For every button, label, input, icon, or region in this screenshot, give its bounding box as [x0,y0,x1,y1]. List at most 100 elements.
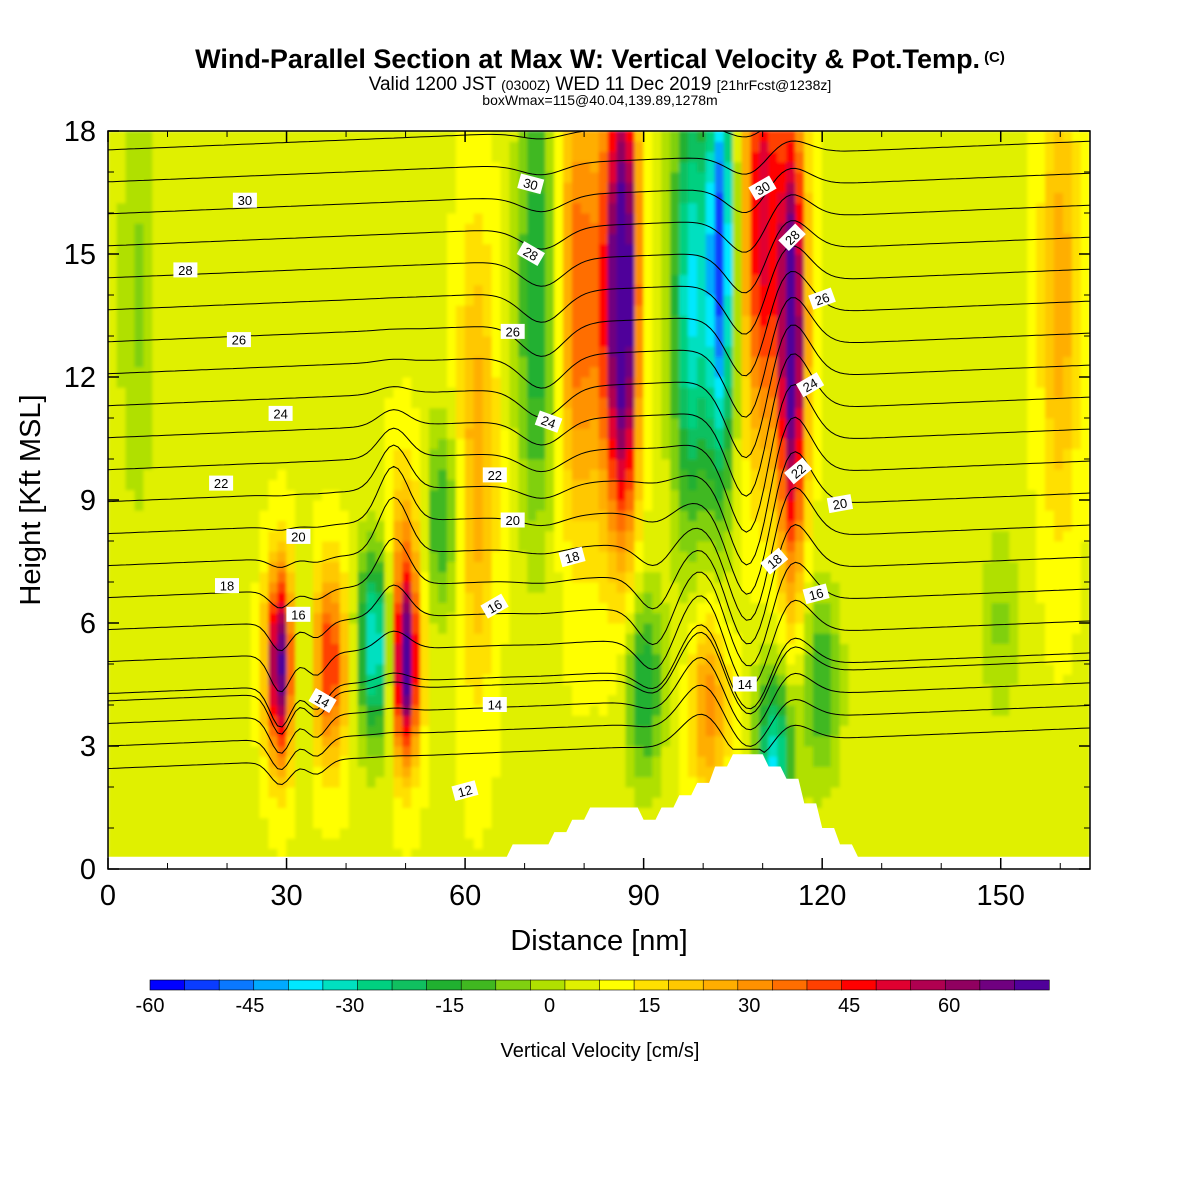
velocity-cell [402,181,413,193]
velocity-cell [670,151,680,163]
velocity-cell [223,714,234,726]
velocity-cell [509,315,520,327]
velocity-cell [625,335,636,347]
velocity-cell [196,376,207,388]
velocity-cell [670,776,680,788]
velocity-cell [143,468,154,480]
velocity-cell [170,335,180,347]
velocity-cell [554,786,564,798]
velocity-cell [545,171,555,183]
velocity-cell [277,745,288,757]
velocity-cell [616,253,627,265]
velocity-cell [179,509,189,521]
velocity-cell [223,509,234,521]
velocity-cell [616,325,627,337]
velocity-cell [589,448,600,460]
velocity-cell [411,755,421,767]
velocity-cell [580,663,591,675]
velocity-cell [250,530,261,542]
velocity-cell [402,294,413,306]
velocity-cell [241,745,252,757]
velocity-cell [116,479,127,491]
velocity-cell [438,591,448,603]
velocity-cell [143,796,154,808]
velocity-cell [286,766,296,778]
velocity-cell [152,714,163,726]
velocity-cell [518,673,529,685]
velocity-cell [214,356,225,368]
velocity-cell [108,315,118,327]
velocity-cell [188,161,198,173]
velocity-cell [634,653,645,665]
velocity-cell [161,663,171,675]
velocity-cell [268,140,279,152]
velocity-cell [687,202,698,214]
velocity-cell [545,243,555,255]
velocity-cell [527,643,538,655]
velocity-cell [108,735,118,747]
velocity-cell [205,202,216,214]
velocity-cell [670,571,680,583]
velocity-cell [455,745,466,757]
velocity-cell [108,397,118,409]
velocity-cell [241,735,252,747]
velocity-cell [598,366,609,378]
velocity-cell [116,315,127,327]
velocity-cell [446,499,457,511]
velocity-cell [527,776,538,788]
velocity-cell [536,643,546,655]
velocity-cell [375,243,386,255]
velocity-cell [366,151,377,163]
velocity-cell [696,571,707,583]
velocity-cell [580,233,591,245]
velocity-cell [705,325,716,337]
velocity-cell [304,294,314,306]
velocity-cell [562,397,573,409]
velocity-cell [652,766,662,778]
velocity-cell [652,550,662,562]
velocity-cell [625,284,636,296]
velocity-cell [616,550,627,562]
velocity-cell [330,171,341,183]
velocity-cell [473,581,484,593]
velocity-cell [196,694,207,706]
velocity-cell [571,530,582,542]
velocity-cell [170,376,180,388]
velocity-cell [446,284,457,296]
velocity-cell [438,704,448,716]
velocity-cell [446,151,457,163]
velocity-cell [339,520,350,532]
velocity-cell [259,376,270,388]
velocity-cell [527,520,538,532]
velocity-cell [214,274,225,286]
velocity-cell [179,663,189,675]
velocity-cell [179,735,189,747]
velocity-cell [214,602,225,614]
velocity-cell [161,704,171,716]
velocity-cell [152,684,163,696]
velocity-cell [589,684,600,696]
velocity-cell [500,612,511,624]
velocity-cell [696,540,707,552]
velocity-cell [589,345,600,357]
velocity-cell [357,489,368,501]
velocity-cell [598,243,609,255]
velocity-cell [295,479,305,491]
velocity-cell [196,294,207,306]
velocity-cell [509,807,520,819]
velocity-cell [250,612,261,624]
velocity-cell [313,407,323,419]
velocity-cell [348,407,359,419]
velocity-cell [616,131,627,142]
velocity-cell [616,458,627,470]
velocity-cell [188,438,198,450]
velocity-cell [652,704,662,716]
velocity-cell [580,591,591,603]
velocity-cell [625,171,636,183]
velocity-cell [116,192,127,204]
velocity-cell [259,458,270,470]
velocity-cell [161,131,171,142]
velocity-cell [562,571,573,583]
velocity-cell [509,817,520,829]
velocity-cell [455,735,466,747]
